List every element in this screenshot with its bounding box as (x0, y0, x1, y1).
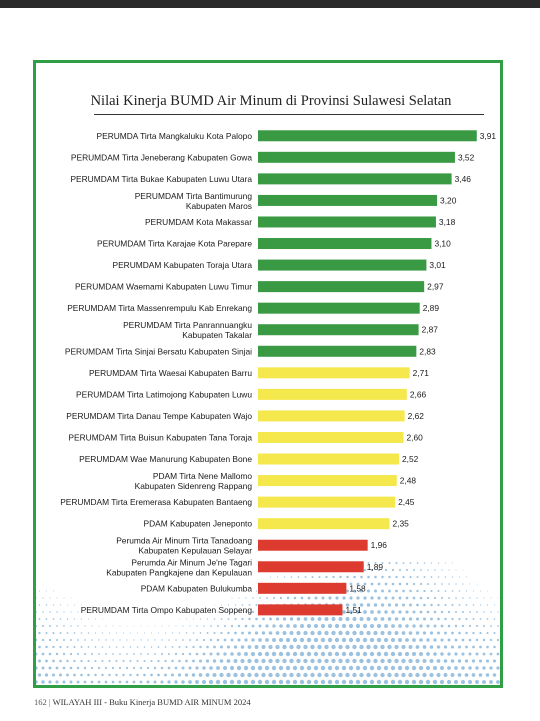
category-label: PERUMDAM Tirta Karajae Kota Parepare (97, 239, 252, 249)
category-label: PERUMDAM Tirta Sinjai Bersatu Kabupaten … (65, 346, 252, 356)
bar (258, 518, 390, 530)
footer-text: WILAYAH III - Buku Kinerja BUMD AIR MINU… (52, 697, 251, 707)
value-label: 1,96 (371, 540, 388, 550)
bar (258, 238, 432, 250)
category-label: PERUMDAM Tirta Panrannuangku Kabupaten Ta… (123, 320, 252, 340)
bar (258, 388, 407, 400)
category-label: Perumda Air Minum Je'ne Tagari Kabupaten … (106, 557, 252, 577)
bar (258, 130, 477, 142)
bar-chart: PERUMDA Tirta Mangkaluku Kota Palopo 3,91… (60, 130, 497, 616)
category-label: PERUMDAM Kabupaten Toraja Utara (113, 260, 253, 270)
bar (258, 194, 438, 206)
category-label: PERUMDAM Wae Manurung Kabupaten Bone (79, 454, 252, 464)
value-label: 2,89 (423, 303, 440, 313)
bar (258, 151, 455, 163)
bar (258, 496, 396, 508)
category-label: PDAM Kabupaten Bulukumba (141, 583, 253, 593)
category-label: PERUMDAM Tirta Eremerasa Kabupaten Banta… (60, 497, 252, 507)
category-label: PERUMDAM Tirta Jeneberang Kabupaten Gowa (71, 152, 252, 162)
category-label: PERUMDAM Tirta Bukae Kabupaten Luwu Utar… (70, 174, 252, 184)
value-label: 2,83 (419, 346, 436, 356)
category-label: PERUMDAM Tirta Buisun Kabupaten Tana Tor… (68, 432, 252, 442)
bar (258, 539, 368, 551)
chart-title: Nilai Kinerja BUMD Air Minum di Provinsi… (90, 93, 452, 109)
category-label: PERUMDAM Tirta Massenrempulu Kab Enrekan… (67, 303, 252, 313)
page-footer: 162 | WILAYAH III - Buku Kinerja BUMD AI… (34, 697, 251, 707)
bar (258, 302, 420, 314)
value-label: 3,18 (439, 217, 456, 227)
bar (258, 173, 452, 185)
value-label: 3,01 (429, 260, 446, 270)
value-label: 3,52 (458, 152, 475, 162)
value-label: 3,91 (480, 131, 497, 141)
category-label: PERUMDAM Tirta Waesai Kabupaten Barru (89, 368, 252, 378)
value-label: 2,60 (406, 432, 423, 442)
value-label: 2,45 (398, 497, 415, 507)
bar (258, 324, 419, 336)
bar (258, 582, 347, 594)
category-label: PERUMDAM Kota Makassar (145, 217, 252, 227)
footer-separator: | (48, 697, 51, 707)
category-label: PERUMDAM Waemami Kabupaten Luwu Timur (75, 282, 252, 292)
chart-frame: PERUMDA Tirta Mangkaluku Kota Palopo 3,91… (33, 60, 503, 688)
value-label: 1,89 (367, 562, 384, 572)
value-label: 2,62 (408, 411, 425, 421)
value-label: 2,97 (427, 282, 444, 292)
bar (258, 410, 405, 422)
value-label: 2,66 (410, 389, 427, 399)
footer-page-number: 162 (34, 697, 47, 707)
value-label: 2,87 (422, 325, 439, 335)
bar (258, 453, 399, 465)
top-border-bar (0, 0, 540, 8)
value-label: 2,35 (392, 519, 409, 529)
bar (258, 259, 427, 271)
category-label: PERUMDAM Tirta Bantimurung Kabupaten Maro… (135, 191, 253, 211)
value-label: 2,52 (402, 454, 419, 464)
bar (258, 475, 397, 487)
value-label: 3,46 (455, 174, 472, 184)
category-label: Perumda Air Minum Tirta Tanadoang Kabupat… (116, 536, 252, 556)
category-label: PERUMDAM Tirta Ompo Kabupaten Soppeng (81, 605, 253, 615)
value-label: 1,51 (345, 605, 362, 615)
title-underline (94, 114, 484, 115)
category-label: PERUMDAM Tirta Danau Tempe Kabupaten Waj… (66, 411, 252, 421)
value-label: 2,48 (400, 476, 417, 486)
bar (258, 561, 364, 573)
bar (258, 604, 343, 616)
bar (258, 345, 417, 357)
value-label: 1,58 (349, 583, 366, 593)
value-label: 2,71 (413, 368, 430, 378)
category-label: PDAM Kabupaten Jeneponto (144, 519, 253, 529)
bar (258, 367, 410, 379)
bar (258, 281, 425, 293)
category-label: PDAM Tirta Nene Mallomo Kabupaten Sidenre… (135, 471, 253, 491)
bar (258, 431, 404, 443)
bar (258, 216, 436, 228)
category-label: PERUMDAM Tirta Latimojong Kabupaten Luwu (76, 389, 252, 399)
value-label: 3,20 (440, 195, 457, 205)
value-label: 3,10 (434, 239, 451, 249)
category-label: PERUMDA Tirta Mangkaluku Kota Palopo (97, 131, 253, 141)
